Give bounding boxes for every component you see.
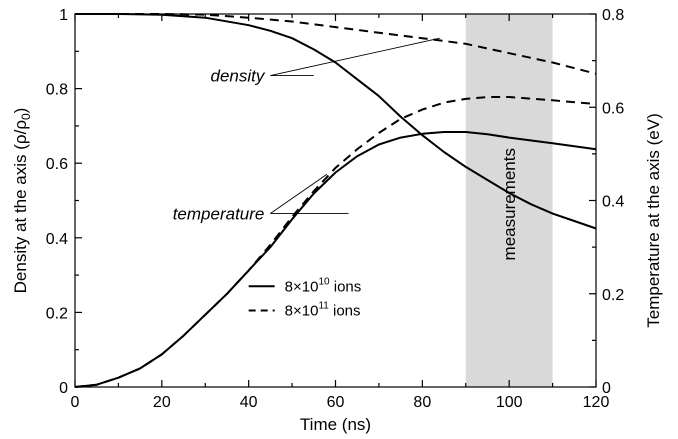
x-tick-label: 0 [71, 394, 80, 411]
x-tick-label: 60 [327, 394, 345, 411]
x-axis-title: Time (ns) [300, 415, 371, 434]
series-temperature-dashed-line [74, 96, 597, 388]
y-axis-left-title: Density at the axis (ρ/ρ0) [11, 108, 33, 294]
x-tick-label: 80 [413, 394, 431, 411]
x-tick-label: 40 [240, 394, 258, 411]
annotation-temperature: temperature [173, 205, 265, 224]
annotations: density temperature [173, 37, 440, 224]
x-tick-label: 20 [153, 394, 171, 411]
y-left-tick-label: 0.2 [46, 305, 68, 322]
legend: 8×1010 ions 8×1011 ions [248, 276, 362, 320]
series-temperature-solid-line [74, 131, 597, 388]
y-axis-right-title: Temperature at the axis (eV) [644, 113, 663, 327]
y-left-tick-label: 0 [59, 380, 68, 397]
plot-lines [74, 13, 597, 388]
y-left-tick-label: 1 [59, 7, 68, 24]
y-right-tick-label: 0 [602, 380, 611, 397]
series-density-solid-line [75, 13, 597, 230]
annotation-leader-line [270, 37, 440, 76]
legend-label-1: 8×1010 ions [285, 276, 362, 295]
y-left-tick-label: 0.6 [46, 156, 68, 173]
tick-labels: 0 20 40 60 80 100 12000.20.40.60.8100.20.40.60… [46, 7, 625, 411]
measurements-label: measurements [500, 148, 519, 260]
y-right-tick-label: 0.2 [602, 287, 624, 304]
annotation-leader-line [270, 174, 328, 214]
y-left-tick-label: 0.4 [46, 231, 68, 248]
legend-label-2: 8×1011 ions [285, 301, 361, 320]
x-tick-label: 100 [496, 394, 523, 411]
y-right-tick-label: 0.8 [602, 7, 624, 24]
shaded-region-measurements [465, 14, 553, 387]
y-left-tick-label: 0.8 [46, 82, 68, 99]
ticks [74, 13, 597, 388]
series-density-dashed-line [75, 13, 597, 75]
y-right-tick-label: 0.6 [602, 100, 624, 117]
y-right-tick-label: 0.4 [602, 194, 624, 211]
annotation-density: density [211, 67, 266, 86]
x-tick-label: 120 [583, 394, 610, 411]
